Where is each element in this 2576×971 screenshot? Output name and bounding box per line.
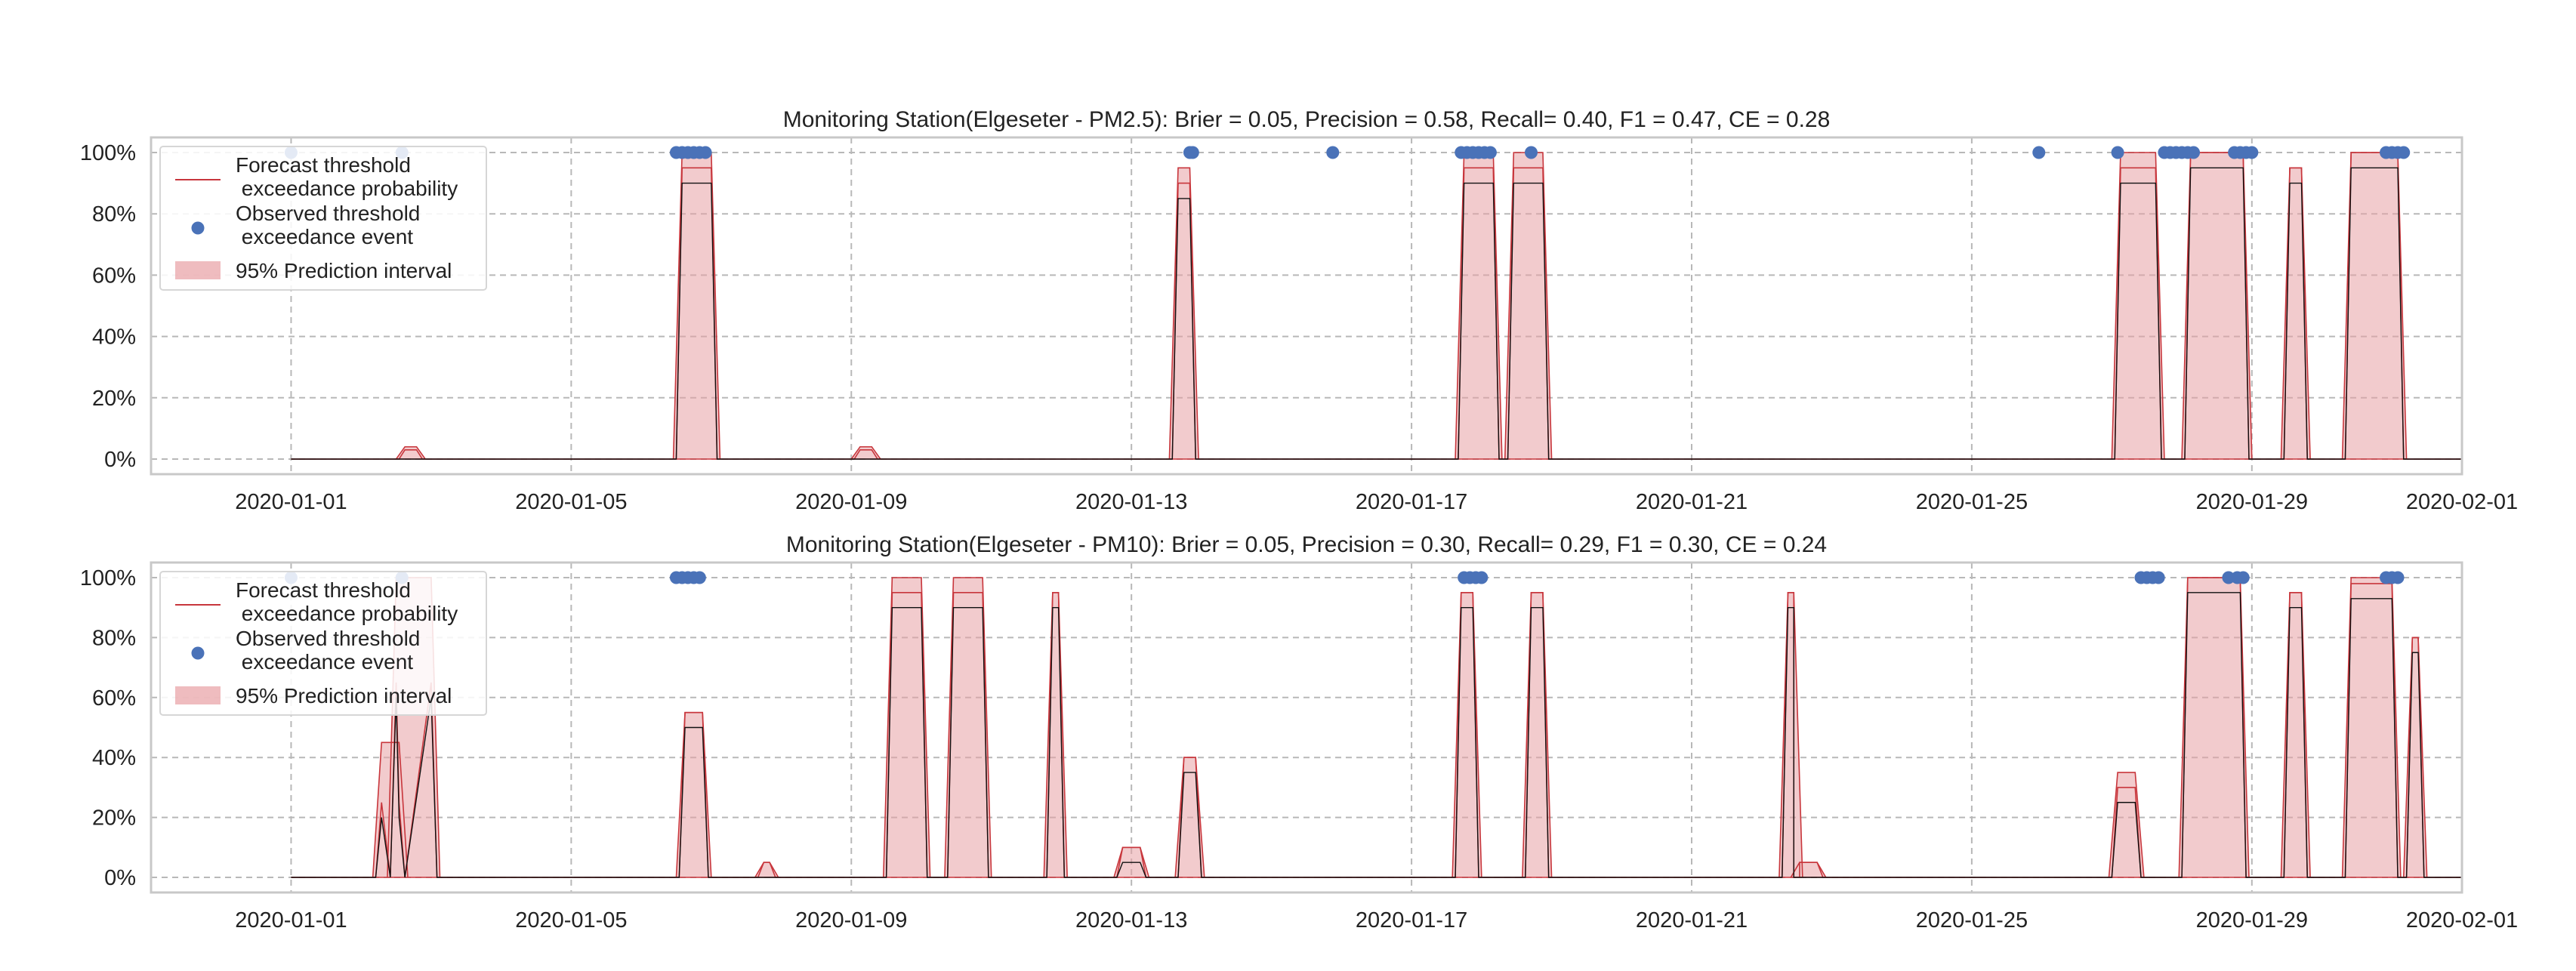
observed-event-point: [1326, 146, 1340, 159]
x-tick-label: 2020-01-09: [795, 908, 907, 932]
x-tick-label: 2020-01-21: [1636, 490, 1748, 514]
x-tick-label: 2020-01-25: [1916, 908, 2028, 932]
observed-event-point: [2152, 571, 2165, 584]
median-trace-line: [291, 167, 2462, 460]
legend-label: Forecast threshold exceedance probabilit…: [236, 578, 458, 625]
observed-event-point: [2032, 146, 2046, 159]
legend-label: 95% Prediction interval: [236, 684, 452, 707]
x-tick-label: 2020-01-29: [2196, 908, 2308, 932]
y-tick-label: 40%: [92, 325, 136, 350]
x-tick-label: 2020-01-01: [235, 908, 347, 932]
chart-title: Monitoring Station(Elgeseter - PM2.5): B…: [783, 107, 1831, 132]
legend-label: Observed threshold exceedance event: [236, 627, 420, 674]
x-tick-label: 2020-01-29: [2196, 490, 2308, 514]
x-tick-label: 2020-01-17: [1356, 908, 1467, 932]
x-tick-label: 2020-02-01: [2406, 908, 2518, 932]
x-tick-label: 2020-01-21: [1636, 908, 1748, 932]
x-tick-label: 2020-01-09: [795, 490, 907, 514]
observed-event-point: [693, 571, 706, 584]
y-tick-label: 80%: [92, 626, 136, 650]
prediction-interval-band: [291, 152, 2462, 460]
y-tick-label: 80%: [92, 202, 136, 227]
y-tick-label: 100%: [80, 566, 136, 590]
legend-label: 95% Prediction interval: [236, 259, 452, 282]
legend-box: [159, 571, 487, 716]
legend: Forecast threshold exceedance probabilit…: [159, 571, 487, 716]
chart-title: Monitoring Station(Elgeseter - PM10): Br…: [786, 532, 1827, 557]
observed-event-point: [1186, 146, 1199, 159]
pm10-panel: Monitoring Station(Elgeseter - PM10): Br…: [80, 532, 2518, 932]
x-tick-label: 2020-01-05: [515, 490, 627, 514]
legend-label: Observed threshold exceedance event: [236, 202, 420, 248]
legend-patch-swatch: [175, 686, 221, 704]
x-tick-label: 2020-02-01: [2406, 490, 2518, 514]
observed-event-point: [2245, 146, 2259, 159]
legend: Forecast threshold exceedance probabilit…: [159, 146, 487, 291]
legend-dot-swatch: [191, 221, 205, 235]
observed-event-point: [2111, 146, 2124, 159]
observed-event-point: [1525, 146, 1538, 159]
axes-frame: [150, 561, 2463, 894]
axes-frame: [150, 136, 2463, 476]
y-tick-label: 40%: [92, 746, 136, 770]
x-tick-label: 2020-01-05: [515, 908, 627, 932]
x-tick-label: 2020-01-25: [1916, 490, 2028, 514]
x-tick-label: 2020-01-01: [235, 490, 347, 514]
y-tick-label: 60%: [92, 264, 136, 288]
y-tick-label: 0%: [104, 866, 136, 890]
y-tick-label: 20%: [92, 806, 136, 831]
legend-patch-swatch: [175, 261, 221, 279]
y-tick-label: 20%: [92, 387, 136, 411]
x-tick-label: 2020-01-13: [1075, 908, 1187, 932]
prediction-interval-band: [291, 577, 2462, 878]
observed-event-point: [1475, 571, 1489, 584]
legend-box: [159, 146, 487, 291]
y-tick-label: 0%: [104, 448, 136, 472]
x-tick-label: 2020-01-17: [1356, 490, 1467, 514]
x-tick-label: 2020-01-13: [1075, 490, 1187, 514]
pm25-panel: Monitoring Station(Elgeseter - PM2.5): B…: [80, 107, 2518, 514]
observed-event-point: [2187, 146, 2201, 159]
y-tick-label: 100%: [80, 141, 136, 165]
observed-event-point: [1483, 146, 1497, 159]
legend-label: Forecast threshold exceedance probabilit…: [236, 153, 458, 200]
median-trace-line: [291, 592, 2462, 878]
observed-event-point: [2397, 146, 2411, 159]
y-tick-label: 60%: [92, 686, 136, 711]
legend-dot-swatch: [191, 646, 205, 660]
observed-event-point: [2391, 571, 2405, 584]
observed-event-point: [2236, 571, 2250, 584]
observed-event-point: [699, 146, 712, 159]
